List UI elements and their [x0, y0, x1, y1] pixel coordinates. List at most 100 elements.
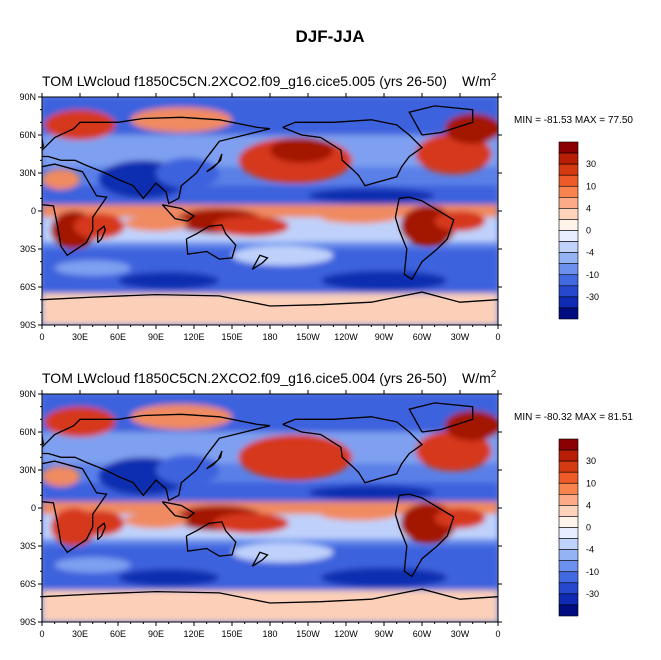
lat-tick-label: 60N — [19, 130, 36, 140]
colorbar-label: 4 — [586, 203, 591, 213]
colorbar-swatch — [558, 241, 579, 253]
lon-tick-label: 60W — [413, 332, 432, 342]
colorbar-label: 30 — [586, 456, 596, 466]
lon-tick-label: 30W — [451, 332, 470, 342]
lat-tick-label: 30S — [20, 244, 36, 254]
coastline — [394, 196, 455, 281]
colorbar-swatch — [558, 538, 579, 550]
lat-tick-label: 30N — [19, 168, 36, 178]
field-patch — [54, 260, 131, 276]
field-patch — [42, 169, 80, 190]
colorbar-swatch — [558, 460, 579, 473]
field-patch — [73, 510, 125, 536]
field-patch — [44, 109, 116, 141]
coastline — [42, 116, 271, 205]
lon-tick-label: 90E — [148, 629, 164, 639]
lat-axis: 90N 60N 30N 0 30S 60S 90S — [19, 92, 502, 330]
field-band — [42, 293, 498, 325]
colorbar-label: 10 — [586, 181, 596, 191]
coastlines — [42, 105, 498, 307]
lon-tick-label: 150W — [296, 332, 320, 342]
colorbar-label: -4 — [586, 545, 594, 555]
colorbar-swatch — [558, 449, 579, 462]
lon-tick-label: 0 — [39, 629, 44, 639]
lon-tick-label: 90W — [375, 629, 394, 639]
colorbar-swatch — [558, 252, 579, 264]
colorbar-label: -4 — [586, 248, 594, 258]
coastline — [282, 416, 424, 484]
lon-tick-label: 90E — [148, 332, 164, 342]
colorbar-swatch — [558, 527, 579, 539]
colorbar-swatch — [558, 296, 579, 309]
lon-tick-label: 0 — [495, 332, 500, 342]
field-patch — [118, 568, 220, 587]
field-patch — [270, 137, 334, 163]
colorbar-swatch — [558, 163, 579, 176]
coastline — [97, 522, 106, 541]
colorbar-label: -30 — [586, 292, 599, 302]
lon-axis: 0 30E 60E 90E 120E 150E 180 150W 120W 90W 60W 30W 0 — [39, 93, 501, 342]
panel-top-map — [42, 97, 498, 325]
colorbar-swatch — [558, 274, 579, 287]
field-patch — [320, 507, 397, 521]
field-patch — [73, 213, 125, 239]
field-patch — [130, 404, 232, 430]
colorbar-swatch — [558, 593, 579, 606]
field-patch — [320, 211, 397, 224]
lon-tick-label: 60E — [110, 629, 126, 639]
colorbar-swatch — [558, 197, 579, 209]
coastline — [206, 450, 223, 470]
lon-tick-label: 150E — [221, 332, 242, 342]
field-patch — [434, 211, 486, 232]
colorbar-label: 0 — [586, 523, 591, 533]
lon-tick-label: 0 — [495, 629, 500, 639]
colorbar-swatch — [558, 549, 579, 561]
coastline — [97, 225, 106, 244]
figure-title: DJF-JJA — [296, 27, 365, 46]
lon-tick-label: 90W — [375, 332, 394, 342]
coastline — [206, 153, 223, 173]
colorbar-bottom: 30 10 4 0 -4 -10 -30 — [558, 438, 599, 617]
lat-tick-label: 90N — [19, 92, 36, 102]
coastline — [282, 119, 424, 187]
field-patch — [54, 557, 131, 573]
field-patch — [42, 466, 80, 487]
field-patch — [124, 513, 188, 529]
field-patch — [444, 113, 498, 144]
colorbar-swatch — [558, 285, 579, 298]
coastline — [42, 434, 44, 446]
coastlines — [42, 402, 498, 604]
colorbar-label: 0 — [586, 226, 591, 236]
coastline — [42, 291, 498, 307]
lon-tick-label: 0 — [39, 332, 44, 342]
colorbar-label: 4 — [586, 500, 591, 510]
lat-axis: 90N 60N 30N 0 30S 60S 90S — [19, 389, 502, 627]
lon-tick-label: 30E — [72, 332, 88, 342]
colorbar-label: 30 — [586, 159, 596, 169]
coastline — [394, 493, 455, 578]
lat-tick-label: 60N — [19, 427, 36, 437]
field-patch — [213, 216, 289, 237]
field-contours — [42, 97, 498, 325]
field-patch — [130, 107, 232, 133]
colorbar-swatch — [558, 560, 579, 573]
colorbar-label: -30 — [586, 589, 599, 599]
colorbar-swatch — [558, 174, 579, 187]
lon-tick-label: 180 — [262, 332, 277, 342]
lat-tick-label: 60S — [20, 579, 36, 589]
coastline — [42, 137, 44, 149]
colorbar-swatch — [558, 219, 579, 231]
colorbar-swatch — [558, 571, 579, 584]
colorbar-label: -10 — [586, 270, 599, 280]
lon-tick-label: 150E — [221, 629, 242, 639]
lon-tick-label: 30E — [72, 629, 88, 639]
colorbar-swatch — [558, 208, 579, 220]
colorbar-swatch — [558, 516, 579, 528]
lon-tick-label: 120E — [183, 332, 204, 342]
field-patch — [118, 271, 220, 290]
colorbar-swatch — [558, 505, 579, 517]
colorbar-label: -10 — [586, 567, 599, 577]
lat-tick-label: 30N — [19, 465, 36, 475]
lon-tick-label: 120E — [183, 629, 204, 639]
